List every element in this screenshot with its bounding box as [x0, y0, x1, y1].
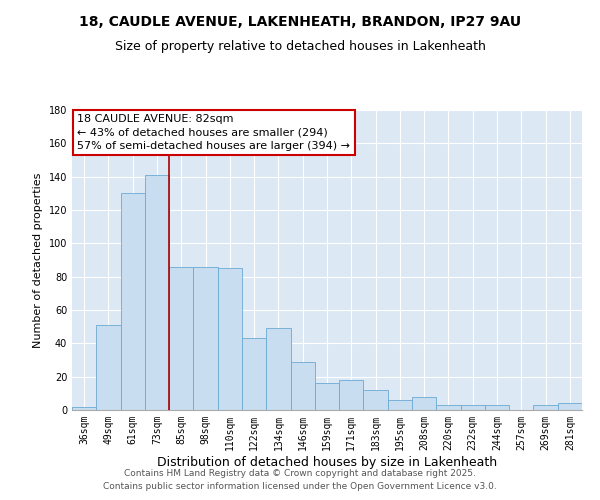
- Bar: [266, 328, 290, 410]
- Text: Contains HM Land Registry data © Crown copyright and database right 2025.: Contains HM Land Registry data © Crown c…: [124, 468, 476, 477]
- Bar: [436, 405, 461, 410]
- Bar: [315, 384, 339, 410]
- Bar: [145, 175, 169, 410]
- Bar: [558, 404, 582, 410]
- Text: Contains public sector information licensed under the Open Government Licence v3: Contains public sector information licen…: [103, 482, 497, 491]
- Bar: [242, 338, 266, 410]
- Bar: [218, 268, 242, 410]
- Bar: [412, 396, 436, 410]
- Bar: [290, 362, 315, 410]
- Text: 18 CAUDLE AVENUE: 82sqm
← 43% of detached houses are smaller (294)
57% of semi-d: 18 CAUDLE AVENUE: 82sqm ← 43% of detache…: [77, 114, 350, 151]
- Bar: [461, 405, 485, 410]
- Bar: [169, 266, 193, 410]
- Y-axis label: Number of detached properties: Number of detached properties: [33, 172, 43, 348]
- Bar: [96, 325, 121, 410]
- Bar: [388, 400, 412, 410]
- Bar: [533, 405, 558, 410]
- Bar: [193, 266, 218, 410]
- Text: 18, CAUDLE AVENUE, LAKENHEATH, BRANDON, IP27 9AU: 18, CAUDLE AVENUE, LAKENHEATH, BRANDON, …: [79, 15, 521, 29]
- Bar: [485, 405, 509, 410]
- Text: Size of property relative to detached houses in Lakenheath: Size of property relative to detached ho…: [115, 40, 485, 53]
- Bar: [364, 390, 388, 410]
- Bar: [72, 406, 96, 410]
- X-axis label: Distribution of detached houses by size in Lakenheath: Distribution of detached houses by size …: [157, 456, 497, 468]
- Bar: [339, 380, 364, 410]
- Bar: [121, 194, 145, 410]
